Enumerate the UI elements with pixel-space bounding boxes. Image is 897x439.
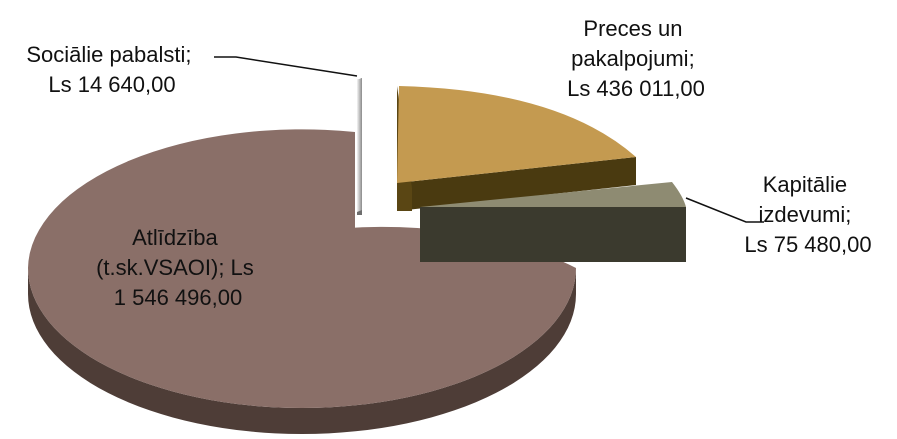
slice-preces-pakalpojumi-side (397, 157, 636, 211)
leader-line-socialie-pabalsti (214, 56, 358, 77)
slice-kapitalie-izdevumi (420, 182, 686, 262)
slice-atlidziba (28, 129, 576, 434)
slice-atlidziba-top (28, 129, 576, 408)
label-preces-pakalpojumi: Preces un pakalpojumi; Ls 436 011,00 (567, 16, 705, 101)
label-atlidziba: Atlīdzība (t.sk.VSAOI); Ls 1 546 496,00 (96, 225, 260, 310)
slice-preces-pakalpojumi-top (397, 86, 636, 183)
slice-socialie-pabalsti (357, 78, 362, 215)
label-kapitalie-izdevumi: Kapitālie izdevumi; Ls 75 480,00 (744, 172, 871, 257)
slice-kapitalie-izdevumi-top (420, 182, 686, 207)
slice-atlidziba-side (28, 268, 576, 434)
leader-line-kapitalie-izdevumi (685, 197, 764, 223)
slice-kapitalie-izdevumi-side (420, 207, 686, 262)
label-socialie-pabalsti: Sociālie pabalsti; Ls 14 640,00 (26, 42, 197, 97)
slice-preces-pakalpojumi (397, 86, 636, 211)
slice-socialie-pabalsti-top (357, 78, 362, 212)
